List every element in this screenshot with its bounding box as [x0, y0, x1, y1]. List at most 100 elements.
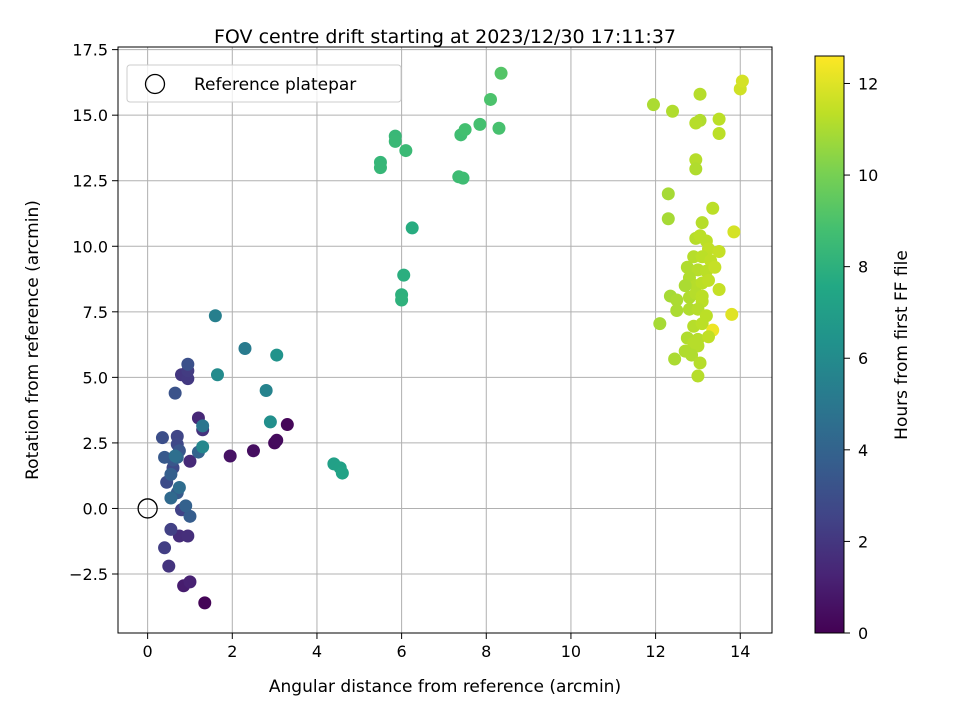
data-point: [695, 216, 709, 230]
data-point: [735, 74, 749, 88]
y-axis-ticks: −2.5 0.0 2.5 5.0 7.5 10.0 12.5 15.0 17.5: [69, 41, 118, 584]
data-point: [456, 171, 470, 185]
data-point: [685, 348, 699, 362]
y-tick-label: 17.5: [72, 41, 108, 60]
data-point: [172, 480, 186, 494]
data-point: [246, 444, 260, 458]
data-point: [183, 454, 197, 468]
data-point: [335, 466, 349, 480]
data-point: [405, 221, 419, 235]
data-point: [670, 293, 684, 307]
colorbar-tick-label: 12: [858, 74, 878, 93]
data-point: [484, 92, 498, 106]
reference-platepar-marker: [137, 498, 158, 519]
colorbar-tick-label: 0: [858, 624, 868, 643]
data-point: [689, 116, 703, 130]
colorbar-ticks: 0 2 4 6 8 10 12: [844, 74, 878, 643]
data-point: [208, 309, 222, 323]
data-point: [712, 127, 726, 141]
data-point: [162, 559, 176, 573]
data-point: [678, 279, 692, 293]
data-point: [164, 467, 178, 481]
chart-title: FOV centre drift starting at 2023/12/30 …: [214, 26, 676, 48]
data-point: [397, 268, 411, 282]
grid-lines: [118, 47, 772, 633]
y-tick-label: 7.5: [83, 303, 108, 322]
x-tick-label: 2: [227, 642, 237, 661]
data-point: [668, 352, 682, 366]
data-point: [388, 134, 402, 148]
legend-box: [126, 64, 402, 103]
data-point: [691, 369, 705, 383]
y-tick-label: 15.0: [72, 106, 108, 125]
data-point: [183, 575, 197, 589]
data-point: [280, 418, 294, 432]
x-axis-label: Angular distance from reference (arcmin): [269, 677, 621, 697]
y-tick-label: 5.0: [83, 368, 108, 387]
data-point: [702, 273, 716, 287]
data-point: [670, 304, 684, 318]
data-point: [164, 522, 178, 536]
data-point: [494, 66, 508, 80]
data-point: [181, 357, 195, 371]
x-tick-label: 4: [312, 642, 322, 661]
legend: Reference platepar: [126, 64, 402, 103]
data-point: [712, 245, 726, 259]
colorbar-tick-label: 8: [858, 258, 868, 277]
y-tick-label: 12.5: [72, 172, 108, 191]
data-point: [183, 509, 197, 523]
y-tick-label: 10.0: [72, 237, 108, 256]
data-point: [653, 317, 667, 331]
data-point: [223, 449, 237, 463]
data-point: [706, 201, 720, 215]
colorbar-tick-label: 2: [858, 532, 868, 551]
data-point: [473, 117, 487, 131]
data-point: [179, 499, 193, 513]
data-point: [158, 450, 172, 464]
data-point: [725, 307, 739, 321]
data-point: [158, 541, 172, 555]
data-point: [695, 317, 709, 331]
data-point: [270, 433, 284, 447]
data-point: [687, 336, 701, 350]
data-point: [168, 449, 182, 463]
data-points: [155, 66, 749, 610]
colorbar-label: Hours from first FF file: [892, 250, 912, 440]
y-tick-label: 2.5: [83, 434, 108, 453]
x-tick-label: 10: [561, 642, 581, 661]
y-tick-label: 0.0: [83, 499, 108, 518]
data-point: [458, 123, 472, 137]
data-point: [689, 162, 703, 176]
data-point: [399, 144, 413, 158]
data-point: [492, 121, 506, 135]
colorbar: 0 2 4 6 8 10 12 Hours from first FF file: [814, 55, 912, 643]
data-point: [181, 529, 195, 543]
data-point: [196, 419, 210, 433]
data-point: [661, 212, 675, 226]
data-point: [196, 440, 210, 454]
data-point: [708, 260, 722, 274]
x-tick-label: 14: [730, 642, 750, 661]
data-point: [646, 98, 660, 112]
y-axis-label: Rotation from reference (arcmin): [23, 200, 43, 480]
colorbar-gradient: [814, 55, 845, 634]
colorbar-tick-label: 6: [858, 349, 868, 368]
x-tick-label: 12: [645, 642, 665, 661]
data-point: [164, 491, 178, 505]
x-axis-ticks: 0 2 4 6 8 10 12 14: [143, 633, 750, 661]
data-point: [210, 368, 224, 382]
data-point: [270, 348, 284, 362]
data-point: [259, 383, 273, 397]
data-point: [712, 283, 726, 297]
data-point: [168, 386, 182, 400]
x-tick-label: 8: [481, 642, 491, 661]
data-point: [373, 161, 387, 175]
data-point: [680, 260, 694, 274]
data-point: [702, 330, 716, 344]
colorbar-tick-label: 10: [858, 166, 878, 185]
data-point: [666, 104, 680, 118]
data-point: [395, 293, 409, 307]
colorbar-tick-label: 4: [858, 441, 868, 460]
data-point: [238, 342, 252, 356]
